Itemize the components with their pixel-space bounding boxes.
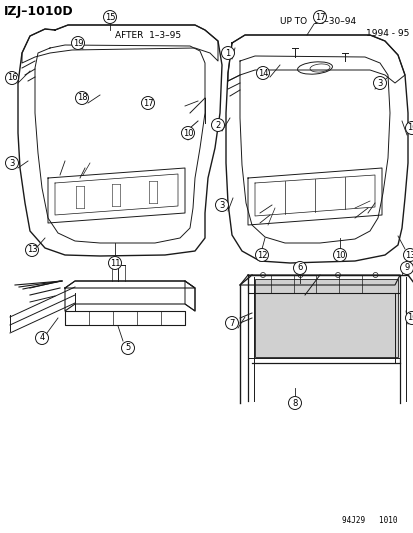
Text: 17: 17 xyxy=(314,12,325,21)
Circle shape xyxy=(255,248,268,262)
Text: UP TO  12–30–94: UP TO 12–30–94 xyxy=(279,17,355,26)
Text: 2: 2 xyxy=(215,120,220,130)
Text: 7: 7 xyxy=(229,319,234,327)
Text: 12: 12 xyxy=(256,251,267,260)
Text: 14: 14 xyxy=(257,69,268,77)
Text: 15: 15 xyxy=(104,12,115,21)
Circle shape xyxy=(141,96,154,109)
Circle shape xyxy=(399,262,413,274)
Circle shape xyxy=(221,46,234,60)
Circle shape xyxy=(256,67,269,79)
Text: 17: 17 xyxy=(142,99,153,108)
Circle shape xyxy=(211,118,224,132)
Text: 10: 10 xyxy=(182,128,193,138)
Circle shape xyxy=(121,342,134,354)
Circle shape xyxy=(108,256,121,270)
Circle shape xyxy=(313,11,326,23)
Text: 10: 10 xyxy=(334,251,344,260)
Text: 3: 3 xyxy=(376,78,382,87)
Text: 6: 6 xyxy=(297,263,302,272)
Circle shape xyxy=(36,332,48,344)
Text: 11: 11 xyxy=(109,259,120,268)
Text: IZJ–1010D: IZJ–1010D xyxy=(4,5,74,18)
Circle shape xyxy=(75,92,88,104)
Circle shape xyxy=(26,244,38,256)
Text: 9: 9 xyxy=(404,263,408,272)
Text: 10: 10 xyxy=(406,313,413,322)
Circle shape xyxy=(404,311,413,325)
Text: 1994 - 95: 1994 - 95 xyxy=(366,28,409,37)
Circle shape xyxy=(71,36,84,50)
Text: 19: 19 xyxy=(73,38,83,47)
Circle shape xyxy=(293,262,306,274)
Text: 3: 3 xyxy=(9,158,14,167)
Text: 18: 18 xyxy=(76,93,87,102)
Circle shape xyxy=(404,122,413,134)
Text: 10: 10 xyxy=(406,124,413,133)
Circle shape xyxy=(373,77,386,90)
Text: 8: 8 xyxy=(292,399,297,408)
Circle shape xyxy=(181,126,194,140)
Circle shape xyxy=(215,198,228,212)
Circle shape xyxy=(5,71,19,85)
Circle shape xyxy=(5,157,19,169)
Circle shape xyxy=(288,397,301,409)
Text: 13: 13 xyxy=(26,246,37,254)
FancyBboxPatch shape xyxy=(254,279,397,357)
Text: 5: 5 xyxy=(125,343,131,352)
Circle shape xyxy=(103,11,116,23)
Circle shape xyxy=(333,248,346,262)
Text: 4: 4 xyxy=(39,334,45,343)
Text: 3: 3 xyxy=(219,200,224,209)
Circle shape xyxy=(403,248,413,262)
Text: 13: 13 xyxy=(404,251,413,260)
Text: 94J29   1010: 94J29 1010 xyxy=(342,516,397,525)
Text: 1: 1 xyxy=(225,49,230,58)
Text: 16: 16 xyxy=(7,74,17,83)
Circle shape xyxy=(225,317,238,329)
Text: AFTER  1–3–95: AFTER 1–3–95 xyxy=(115,30,180,39)
